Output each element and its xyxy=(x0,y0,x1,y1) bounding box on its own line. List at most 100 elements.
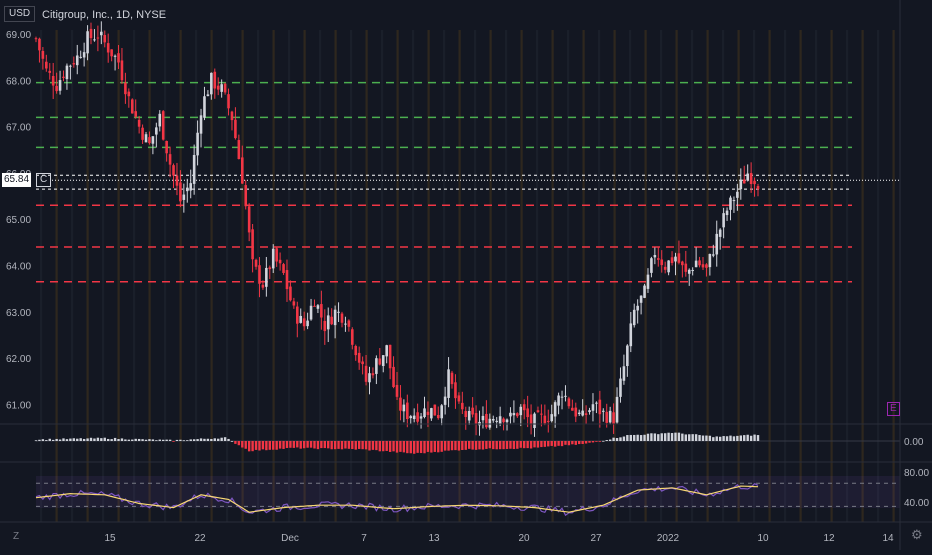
candle-body xyxy=(660,259,664,266)
candle-body xyxy=(749,173,753,185)
time-tick-label: 22 xyxy=(194,533,206,544)
indicator-axes: 0.00 80.00 40.00 xyxy=(904,437,929,509)
candle-body xyxy=(529,414,533,425)
macd-bar xyxy=(498,441,502,450)
macd-bar xyxy=(69,438,72,441)
macd-bar xyxy=(364,441,368,450)
macd-bar xyxy=(203,438,206,441)
macd-bar xyxy=(526,441,529,449)
time-tick-label: 15 xyxy=(104,533,116,544)
macd-bar xyxy=(223,437,227,441)
candle-body xyxy=(443,396,447,405)
macd-bar xyxy=(361,441,364,450)
macd-bar xyxy=(633,434,636,441)
time-band xyxy=(241,30,244,522)
candle-body xyxy=(306,320,309,327)
macd-bar xyxy=(457,441,461,451)
macd-bar xyxy=(749,435,753,441)
candle-body xyxy=(96,37,100,39)
candle-body xyxy=(320,304,323,318)
candle-body xyxy=(41,50,45,59)
candle-body xyxy=(371,373,375,376)
macd-bar xyxy=(519,441,522,448)
macd-bar xyxy=(247,441,251,452)
candle-body xyxy=(571,407,574,411)
macd-bar xyxy=(302,441,306,449)
macd-bar xyxy=(213,438,216,441)
macd-bar xyxy=(660,433,663,441)
candle-body xyxy=(234,119,237,139)
macd-bar xyxy=(681,433,684,441)
macd-bar xyxy=(175,439,179,441)
macd-bar xyxy=(406,441,409,454)
candle-body xyxy=(553,402,557,417)
macd-bar xyxy=(567,441,571,446)
macd-bar xyxy=(316,441,320,450)
candle-body xyxy=(712,254,715,256)
macd-bar xyxy=(117,439,120,441)
time-band xyxy=(877,30,880,522)
candle-body xyxy=(653,255,657,258)
candle-body xyxy=(543,415,547,424)
candle-body xyxy=(516,413,519,417)
macd-bar xyxy=(670,433,674,441)
last-price-flag[interactable]: C xyxy=(36,173,52,187)
macd-bar xyxy=(512,441,516,450)
candle-body xyxy=(546,420,550,422)
symbol-title[interactable]: Citigroup, Inc., 1D, NYSE xyxy=(42,9,167,21)
candle-body xyxy=(667,260,670,273)
candle-body xyxy=(261,284,265,288)
macd-bar xyxy=(447,441,450,451)
macd-bar xyxy=(715,436,718,441)
settings-gear-icon[interactable]: ⚙ xyxy=(911,527,923,542)
candle-body xyxy=(333,309,337,326)
time-band xyxy=(536,30,539,522)
price-tick-label: 65.00 xyxy=(6,215,31,226)
time-tick-label: 13 xyxy=(428,533,440,544)
candle-body xyxy=(557,395,560,406)
macd-bar xyxy=(45,440,48,441)
currency-label[interactable]: USD xyxy=(4,6,36,22)
macd-bar xyxy=(708,435,712,441)
macd-bar xyxy=(663,433,667,441)
time-band xyxy=(195,30,198,522)
candle-body xyxy=(62,76,65,78)
scale-mode-button[interactable]: Z xyxy=(13,531,20,542)
price-axis[interactable]: 69.0068.0067.0066.0065.0064.0063.0062.00… xyxy=(6,30,31,411)
candle-body xyxy=(643,285,646,298)
candle-body xyxy=(694,260,698,268)
candle-body xyxy=(45,61,48,69)
macd-bar xyxy=(196,439,199,441)
macd-bar xyxy=(550,441,553,446)
macd-bar xyxy=(230,440,234,442)
candle-body xyxy=(34,38,38,40)
price-tick-label: 62.00 xyxy=(6,354,31,365)
candle-body xyxy=(51,76,55,86)
macd-bar xyxy=(553,441,557,447)
candle-body xyxy=(467,410,471,421)
time-tick-label: 14 xyxy=(882,533,894,544)
candle-body xyxy=(120,60,124,81)
candle-body xyxy=(134,111,138,117)
earnings-marker[interactable]: E xyxy=(887,402,900,416)
macd-bar xyxy=(388,441,392,452)
macd-bar xyxy=(192,439,196,441)
macd-bar xyxy=(605,440,608,441)
candle-body xyxy=(687,269,691,274)
candle-body xyxy=(481,415,485,421)
macd-bar xyxy=(327,441,330,449)
candle-body xyxy=(567,398,571,407)
time-band xyxy=(675,30,678,522)
time-axis[interactable]: 15 22 Dec 7 13 20 27 2022 10 12 14 xyxy=(104,533,894,544)
macd-bar xyxy=(320,441,323,449)
macd-bar xyxy=(461,441,464,450)
time-band xyxy=(505,30,508,522)
candle-body xyxy=(591,404,595,411)
candle-body xyxy=(722,213,725,228)
candle-body xyxy=(526,408,529,418)
macd-bar xyxy=(471,441,474,450)
macd-bar xyxy=(258,441,261,451)
candle-body xyxy=(172,165,175,176)
macd-bar xyxy=(426,441,430,452)
